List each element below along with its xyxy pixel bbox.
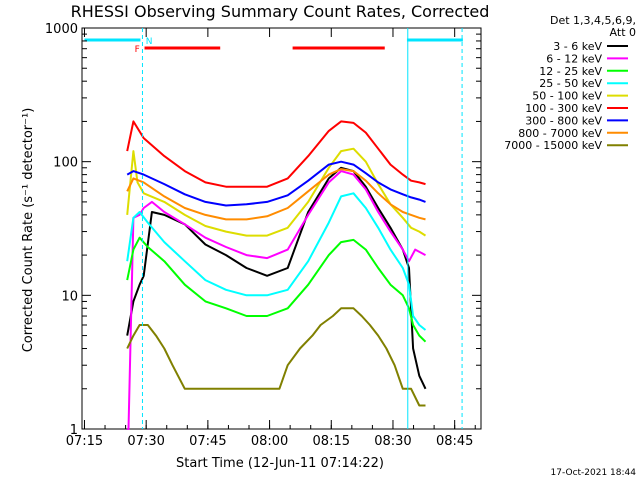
legend-entry-label: 300 - 800 keV <box>525 114 602 127</box>
x-tick-label: 08:00 <box>251 434 288 449</box>
y-tick-label: 10 <box>61 289 78 304</box>
legend-entry-label: 3 - 6 keV <box>553 40 602 53</box>
legend-entry-label: 12 - 25 keV <box>539 65 602 78</box>
y-tick-label: 1000 <box>45 22 78 37</box>
series-line <box>126 147 427 237</box>
y-tick-label: 100 <box>53 156 78 171</box>
plot-frame <box>81 27 482 430</box>
x-tick-label: 08:45 <box>436 434 473 449</box>
marker-layer <box>141 28 463 429</box>
legend-entry-label: 50 - 100 keV <box>532 90 602 103</box>
x-tick-label: 07:30 <box>127 434 164 449</box>
series-line <box>126 120 426 188</box>
x-axis: 07:15 07:30 07:45 08:00 08:15 08:30 08:45 <box>66 28 476 449</box>
flag-layer: NF <box>84 37 463 55</box>
series-line <box>126 236 427 343</box>
legend-entry-label: 6 - 12 keV <box>546 52 602 65</box>
series-line <box>126 192 427 331</box>
flag-label: N <box>146 37 153 47</box>
flag-label: F <box>135 45 140 55</box>
legend-header: Att 0 <box>610 26 636 39</box>
chart-title: RHESSI Observing Summary Count Rates, Co… <box>71 2 490 21</box>
legend-entry-label: 7000 - 15000 keV <box>504 139 602 152</box>
legend-header: Det 1,3,4,5,6,9, <box>550 14 636 27</box>
series-layer <box>126 120 427 430</box>
series-line <box>126 168 426 221</box>
y-axis-label: Corrected Count Rate (s⁻¹ detector⁻¹) <box>21 108 36 353</box>
x-tick-label: 08:15 <box>313 434 350 449</box>
x-tick-label: 07:15 <box>66 434 103 449</box>
legend-entry-label: 800 - 7000 keV <box>518 127 602 140</box>
series-line <box>127 170 426 430</box>
x-axis-label: Start Time (12-Jun-11 07:14:22) <box>176 456 384 471</box>
y-axis: 1 10 100 1000 <box>45 22 481 438</box>
y-tick-label: 1 <box>70 423 78 438</box>
legend-entry-label: 25 - 50 keV <box>539 77 602 90</box>
series-line <box>126 160 426 207</box>
x-tick-label: 07:45 <box>189 434 226 449</box>
x-tick-label: 08:30 <box>374 434 411 449</box>
legend-entry-label: 100 - 300 keV <box>525 102 602 115</box>
date-stamp: 17-Oct-2021 18:44 <box>551 468 637 478</box>
series-line <box>126 307 426 407</box>
